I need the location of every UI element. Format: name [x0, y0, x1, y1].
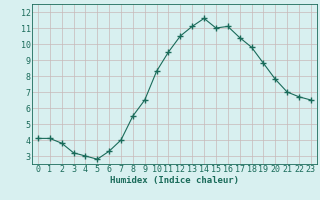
X-axis label: Humidex (Indice chaleur): Humidex (Indice chaleur)	[110, 176, 239, 185]
